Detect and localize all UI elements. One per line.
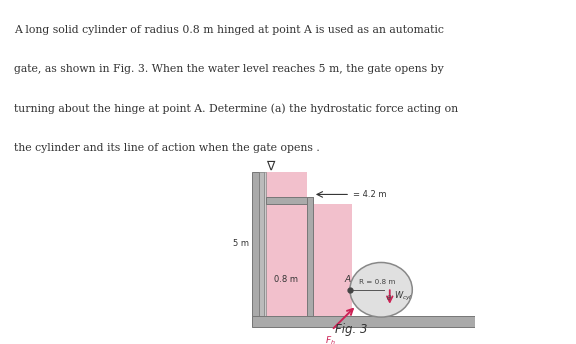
Text: $\theta$: $\theta$ <box>385 293 392 302</box>
Text: R = 0.8 m: R = 0.8 m <box>359 279 396 285</box>
Text: A: A <box>345 275 351 284</box>
Text: Fig. 3: Fig. 3 <box>335 323 367 336</box>
Bar <box>266 197 313 204</box>
Text: $\nabla$: $\nabla$ <box>266 159 277 173</box>
Text: 0.8 m: 0.8 m <box>274 276 298 284</box>
Bar <box>313 204 353 316</box>
Bar <box>307 197 313 316</box>
Text: $W_{cyl}$: $W_{cyl}$ <box>394 290 413 303</box>
Text: 5 m: 5 m <box>233 239 249 248</box>
Bar <box>252 316 475 327</box>
Text: A long solid cylinder of radius 0.8 m hinged at point A is used as an automatic: A long solid cylinder of radius 0.8 m hi… <box>14 25 444 35</box>
Bar <box>252 172 259 326</box>
Text: gate, as shown in Fig. 3. When the water level reaches 5 m, the gate opens by: gate, as shown in Fig. 3. When the water… <box>14 64 444 74</box>
Ellipse shape <box>350 262 412 317</box>
Text: = 4.2 m: = 4.2 m <box>353 190 386 199</box>
Text: turning about the hinge at point A. Determine (a) the hydrostatic force acting o: turning about the hinge at point A. Dete… <box>14 104 458 114</box>
Bar <box>264 172 266 326</box>
Text: the cylinder and its line of action when the gate opens .: the cylinder and its line of action when… <box>14 143 320 153</box>
Text: $F_h$: $F_h$ <box>325 335 336 344</box>
Bar <box>259 172 264 326</box>
Bar <box>266 172 307 316</box>
